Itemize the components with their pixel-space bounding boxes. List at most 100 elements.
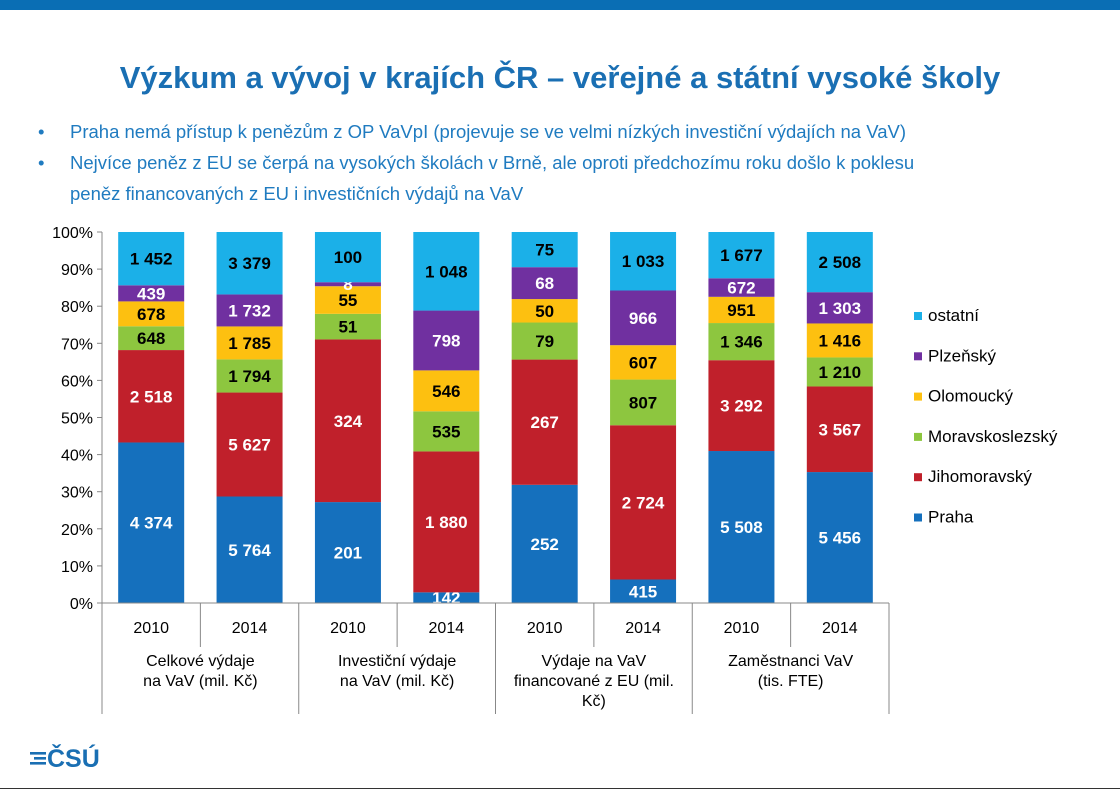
bar-segment-jihomoravský xyxy=(413,451,480,593)
x-tick-label-year: 2010 xyxy=(133,620,169,637)
legend-label: Jihomoravský xyxy=(928,467,1032,486)
bar-segment-jihomoravský xyxy=(610,425,677,580)
x-group-label: Zaměstnanci VaV xyxy=(728,653,853,670)
bar-segment-ostatní xyxy=(118,232,185,286)
csu-logo: ČSÚ xyxy=(30,743,100,771)
bar-segment-plzeňský xyxy=(511,267,578,300)
bar-segment-moravskoslezský xyxy=(511,322,578,360)
legend-swatch xyxy=(914,432,922,441)
data-label: 4 374 xyxy=(130,514,173,533)
data-label: 5 456 xyxy=(819,529,862,548)
bar-segment-praha xyxy=(314,502,381,603)
x-group-label: financované z EU (mil. xyxy=(514,673,674,690)
data-label: 51 xyxy=(338,318,357,337)
legend-label: Olomoucký xyxy=(928,387,1014,406)
y-tick-label: 10% xyxy=(61,559,93,576)
legend-swatch xyxy=(914,473,922,482)
data-label: 1 346 xyxy=(720,333,763,352)
bar-segment-praha xyxy=(118,442,185,603)
data-label: 75 xyxy=(535,241,554,260)
bar-segment-olomoucký xyxy=(216,326,283,360)
bar-segment-jihomoravský xyxy=(511,359,578,485)
data-label: 1 452 xyxy=(130,250,173,269)
bullet-2-text-line-2: peněz financovaných z EU i investičních … xyxy=(70,183,524,204)
bar-segment-olomoucký xyxy=(118,301,185,327)
data-label: 798 xyxy=(432,331,460,350)
bullet-1-text: Praha nemá přístup k penězům z OP VaVpI … xyxy=(70,121,906,142)
x-tick-label-year: 2014 xyxy=(232,620,268,637)
bar-segment-jihomoravský xyxy=(118,350,185,443)
footer-line xyxy=(0,788,1120,789)
data-label: 648 xyxy=(137,329,165,348)
bar-segment-plzeňský xyxy=(314,282,381,287)
y-tick-label: 30% xyxy=(61,485,93,502)
data-label: 3 379 xyxy=(228,254,271,273)
x-tick-label-year: 2014 xyxy=(822,620,858,637)
bar-segment-moravskoslezský xyxy=(806,357,873,387)
logo-stripe xyxy=(30,752,46,755)
bar-segment-praha xyxy=(806,472,873,603)
data-label: 439 xyxy=(137,284,165,303)
bar-segment-olomoucký xyxy=(511,299,578,323)
legend-swatch xyxy=(914,352,922,361)
data-label: 3 292 xyxy=(720,397,763,416)
data-label: 1 880 xyxy=(425,513,468,532)
x-group-label: na VaV (mil. Kč) xyxy=(340,673,454,690)
data-label: 267 xyxy=(531,413,559,432)
data-label: 1 033 xyxy=(622,252,665,271)
data-label: 8 xyxy=(343,275,352,294)
data-label: 2 724 xyxy=(622,493,665,512)
data-label: 1 785 xyxy=(228,334,271,353)
top-accent-bar xyxy=(0,0,1120,10)
data-label: 55 xyxy=(338,291,357,310)
x-tick-label-year: 2014 xyxy=(429,620,465,637)
data-label: 252 xyxy=(531,535,559,554)
stacked-bar-chart: 0% 10% 20% 30% 40% 50% 60% 70% 80% 90% 100% 4 374 2 … xyxy=(52,225,1058,714)
legend-label: ostatní xyxy=(928,306,979,325)
bar-segment-olomoucký xyxy=(708,296,775,324)
y-tick-label: 50% xyxy=(61,411,93,428)
bar-segment-ostatní xyxy=(511,232,578,268)
data-label: 546 xyxy=(432,382,460,401)
x-tick-label-year: 2010 xyxy=(724,620,760,637)
data-label: 607 xyxy=(629,353,657,372)
data-label: 1 303 xyxy=(819,299,862,318)
data-label: 1 210 xyxy=(819,363,862,382)
data-label: 2 508 xyxy=(819,253,862,272)
data-label: 68 xyxy=(535,274,554,293)
y-tick-label: 0% xyxy=(70,596,93,613)
x-group-label: Kč) xyxy=(582,693,606,710)
bar-segment-praha xyxy=(610,579,677,603)
bullet-2-dot: • xyxy=(38,152,45,173)
bar-segment-olomoucký xyxy=(610,345,677,380)
bar-segment-olomoucký xyxy=(806,323,873,358)
bar-segment-moravskoslezský xyxy=(216,359,283,393)
y-tick-label: 100% xyxy=(52,225,93,242)
data-label: 678 xyxy=(137,305,165,324)
x-group-label: Celkové výdaje xyxy=(146,653,255,670)
bar-segment-praha xyxy=(708,451,775,603)
data-label: 5 764 xyxy=(228,541,271,560)
data-label: 951 xyxy=(727,301,755,320)
bar-segment-ostatní xyxy=(413,232,480,311)
bar-segment-jihomoravský xyxy=(216,392,283,497)
bar-segment-jihomoravský xyxy=(806,386,873,473)
bar-segment-jihomoravský xyxy=(708,360,775,452)
bar-segment-ostatní xyxy=(314,232,381,283)
bullet-1-dot: • xyxy=(38,121,45,142)
bar-segment-praha xyxy=(511,484,578,603)
x-tick-label-year: 2010 xyxy=(330,620,366,637)
data-label: 1 794 xyxy=(228,367,271,386)
data-label: 1 677 xyxy=(720,246,763,265)
bar-segment-jihomoravský xyxy=(314,339,381,503)
bar-segment-olomoucký xyxy=(413,370,480,412)
bar-segment-plzeňský xyxy=(413,310,480,371)
data-label: 3 567 xyxy=(819,420,862,439)
bar-segment-plzeňský xyxy=(216,294,283,327)
y-tick-label: 80% xyxy=(61,299,93,316)
bar-segment-praha xyxy=(216,496,283,603)
x-group-label: Výdaje na VaV xyxy=(542,653,647,670)
x-group-label: Investiční výdaje xyxy=(338,653,456,670)
bar-segment-plzeňský xyxy=(708,278,775,297)
data-label: 535 xyxy=(432,422,460,441)
